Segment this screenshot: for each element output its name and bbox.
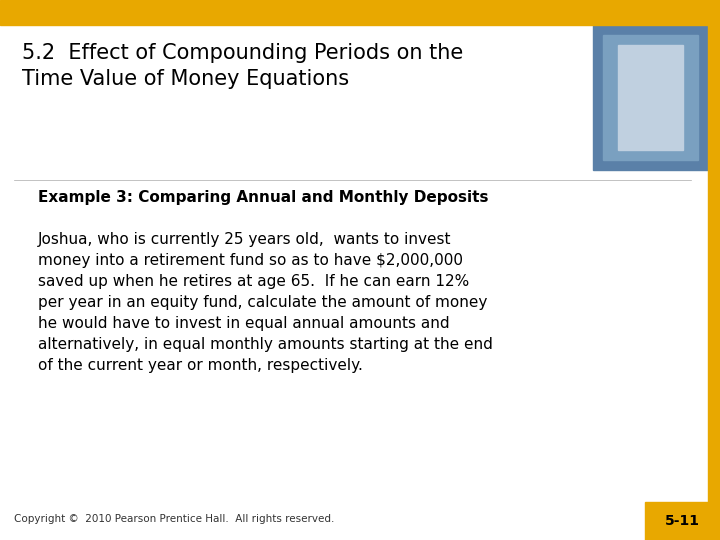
Text: Copyright ©  2010 Pearson Prentice Hall.  All rights reserved.: Copyright © 2010 Pearson Prentice Hall. …: [14, 514, 334, 524]
Bar: [603, 35, 698, 160]
Bar: [0, 0, 720, 25]
Text: 5-11: 5-11: [665, 514, 700, 528]
Text: Joshua, who is currently 25 years old,  wants to invest
money into a retirement : Joshua, who is currently 25 years old, w…: [38, 232, 493, 373]
Bar: [593, 25, 708, 170]
Text: 5.2  Effect of Compounding Periods on the
Time Value of Money Equations: 5.2 Effect of Compounding Periods on the…: [22, 43, 463, 89]
Bar: [708, 25, 720, 540]
Text: Example 3: Comparing Annual and Monthly Deposits: Example 3: Comparing Annual and Monthly …: [38, 190, 488, 205]
Bar: [618, 45, 683, 150]
Bar: [645, 502, 720, 540]
